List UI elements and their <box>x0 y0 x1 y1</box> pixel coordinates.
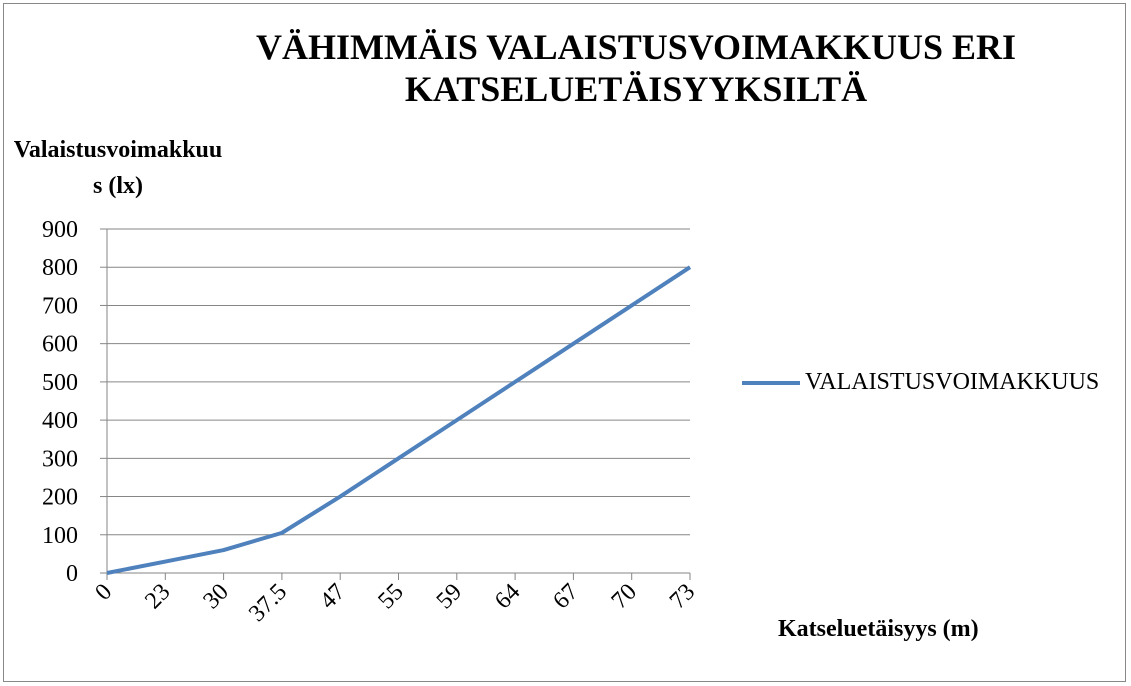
y-tick-label: 0 <box>66 561 78 587</box>
x-tick-label: 47 <box>315 579 350 614</box>
x-tick-label: 0 <box>90 579 117 606</box>
y-tick-label: 200 <box>42 485 78 511</box>
legend-label: VALAISTUSVOIMAKKUUS <box>805 369 1100 395</box>
chart-title: VÄHIMMÄIS VALAISTUSVOIMAKKUUS ERI KATSEL… <box>255 27 1017 109</box>
x-tick-label: 67 <box>548 579 583 614</box>
y-tick-label: 300 <box>42 446 78 472</box>
y-tick-label: 600 <box>42 332 78 358</box>
x-tick-label: 73 <box>665 579 700 614</box>
x-tick-label: 37.5 <box>244 579 292 627</box>
y-tick-label: 900 <box>42 217 78 243</box>
x-tick-label: 23 <box>140 579 175 614</box>
y-tick-label: 100 <box>42 523 78 549</box>
chart-frame <box>3 3 1126 682</box>
series-line <box>106 265 692 575</box>
x-tick-label: 70 <box>607 579 642 614</box>
y-tick-label: 700 <box>42 293 78 319</box>
x-tick-label: 55 <box>373 579 408 614</box>
y-axis-label: Valaistusvoimakkuus (lx) <box>13 137 223 199</box>
y-tick-label: 500 <box>42 370 78 396</box>
x-tick-label: 30 <box>198 579 233 614</box>
y-tick-label: 400 <box>42 408 78 434</box>
x-tick-label: 64 <box>490 579 525 614</box>
x-tick-label: 59 <box>432 579 467 614</box>
x-axis-label: Katseluetäisyys (m) <box>778 616 979 642</box>
y-tick-label: 800 <box>42 255 78 281</box>
